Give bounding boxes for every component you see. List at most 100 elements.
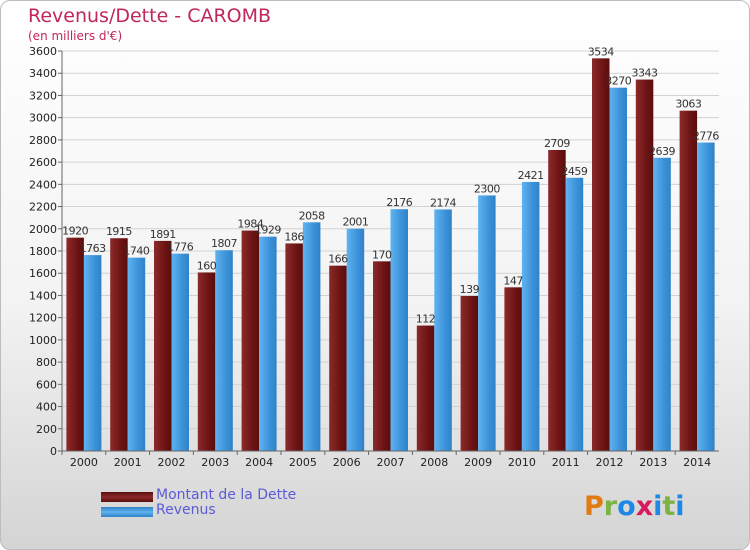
y-tick-label: 3600 [29, 45, 57, 58]
x-axis-ticks: 2000 2001 2002 2003 2004 2005 2006 2007 2008 2009… [61, 451, 711, 469]
bar-debt [197, 272, 216, 451]
x-tick-label: 2013 [639, 456, 667, 469]
value-label: 2421 [518, 169, 544, 182]
x-tick-label: 2014 [683, 456, 711, 469]
bar-revenue [171, 253, 189, 451]
value-label: 1915 [106, 225, 132, 238]
x-tick-label: 2000 [70, 456, 98, 469]
x-tick-label: 2001 [114, 456, 142, 469]
value-label: 2709 [544, 137, 570, 150]
y-tick-label: 400 [36, 401, 57, 414]
bar-revenue [609, 87, 627, 452]
value-label: 2459 [561, 165, 587, 178]
bar-revenue [565, 177, 584, 451]
x-tick-label: 2002 [158, 456, 186, 469]
y-tick-label: 800 [36, 356, 57, 369]
x-tick-label: 2006 [333, 456, 361, 469]
value-label: 1763 [80, 242, 106, 255]
y-tick-label: 3400 [29, 67, 57, 80]
y-tick-label: 2800 [29, 134, 57, 147]
x-tick-label: 2011 [552, 456, 580, 469]
bar-debt [504, 287, 522, 451]
y-tick-label: 200 [36, 423, 57, 436]
bar-revenue [390, 209, 408, 451]
value-label: 3063 [675, 98, 701, 111]
value-label: 1740 [123, 245, 149, 258]
value-label: 186 [284, 230, 304, 243]
value-label: 139 [460, 283, 480, 296]
value-label: 2176 [386, 196, 412, 209]
bar-debt [285, 243, 303, 451]
x-tick-label: 2005 [289, 456, 317, 469]
y-tick-label: 1800 [29, 245, 57, 258]
value-label: 160 [197, 259, 217, 272]
bar-revenue [653, 157, 671, 451]
bar-revenue [302, 222, 321, 451]
bar-debt [460, 296, 479, 451]
x-tick-label: 2009 [464, 456, 492, 469]
y-tick-label: 2000 [29, 223, 57, 236]
x-tick-label: 2012 [596, 456, 624, 469]
y-axis-ticks: 0 200 400 600 800 1000 1200 1400 1600 1800 2000 220… [29, 45, 62, 458]
bar-debt [110, 238, 128, 451]
value-label: 1929 [255, 224, 281, 237]
x-tick-label: 2004 [245, 456, 273, 469]
y-tick-label: 600 [36, 378, 57, 391]
bar-debt [329, 265, 347, 451]
legend-swatch-debt [101, 492, 153, 502]
value-label: 1920 [62, 225, 88, 238]
bar-revenue [478, 195, 496, 451]
bar-revenue [215, 250, 233, 451]
value-label: 1807 [211, 237, 237, 250]
bars [66, 58, 715, 452]
y-tick-label: 3000 [29, 112, 57, 125]
value-label: 3343 [632, 67, 658, 80]
y-tick-label: 2600 [29, 156, 57, 169]
value-label: 3534 [588, 45, 614, 58]
bar-revenue [521, 182, 540, 451]
bar-revenue [83, 255, 102, 451]
x-tick-label: 2003 [201, 456, 229, 469]
y-tick-label: 2200 [29, 201, 57, 214]
bar-debt [592, 58, 610, 451]
value-label: 2058 [299, 209, 325, 222]
bar-debt [548, 150, 566, 451]
value-label: 1984 [237, 218, 263, 231]
proxiti-logo: Proxiti [584, 491, 685, 522]
value-label: 2300 [474, 182, 500, 195]
x-tick-label: 2007 [377, 456, 405, 469]
value-label: 1891 [150, 228, 176, 241]
value-label: 1776 [167, 241, 193, 254]
bar-revenue [346, 228, 365, 451]
legend-swatch-revenue [101, 507, 153, 517]
legend-label-debt: Montant de la Dette [156, 487, 297, 503]
x-tick-label: 2010 [508, 456, 536, 469]
x-tick-label: 2008 [420, 456, 448, 469]
y-tick-label: 1600 [29, 267, 57, 280]
value-labels: 1920176319151740189117761601807198419291… [62, 45, 720, 326]
bar-debt [154, 240, 172, 451]
value-label: 2639 [649, 145, 675, 158]
bar-debt [241, 230, 260, 451]
bar-debt [66, 237, 84, 451]
bar-revenue [434, 209, 452, 451]
y-tick-label: 3200 [29, 89, 57, 102]
bar-debt [635, 79, 654, 452]
y-tick-label: 1000 [29, 334, 57, 347]
y-tick-label: 1400 [29, 289, 57, 302]
chart-title: Revenus/Dette - CAROMB [28, 5, 272, 27]
bar-debt [373, 261, 391, 451]
bar-revenue [697, 142, 715, 452]
chart-subtitle: (en milliers d'€) [28, 29, 123, 43]
y-tick-label: 2400 [29, 178, 57, 191]
value-label: 112 [416, 313, 436, 326]
y-tick-label: 0 [50, 445, 57, 458]
bar-debt [416, 325, 435, 451]
value-label: 2776 [693, 130, 719, 143]
value-label: 3270 [605, 75, 631, 88]
value-label: 147 [503, 274, 523, 287]
bar-revenue [127, 257, 146, 451]
value-label: 166 [328, 253, 348, 266]
